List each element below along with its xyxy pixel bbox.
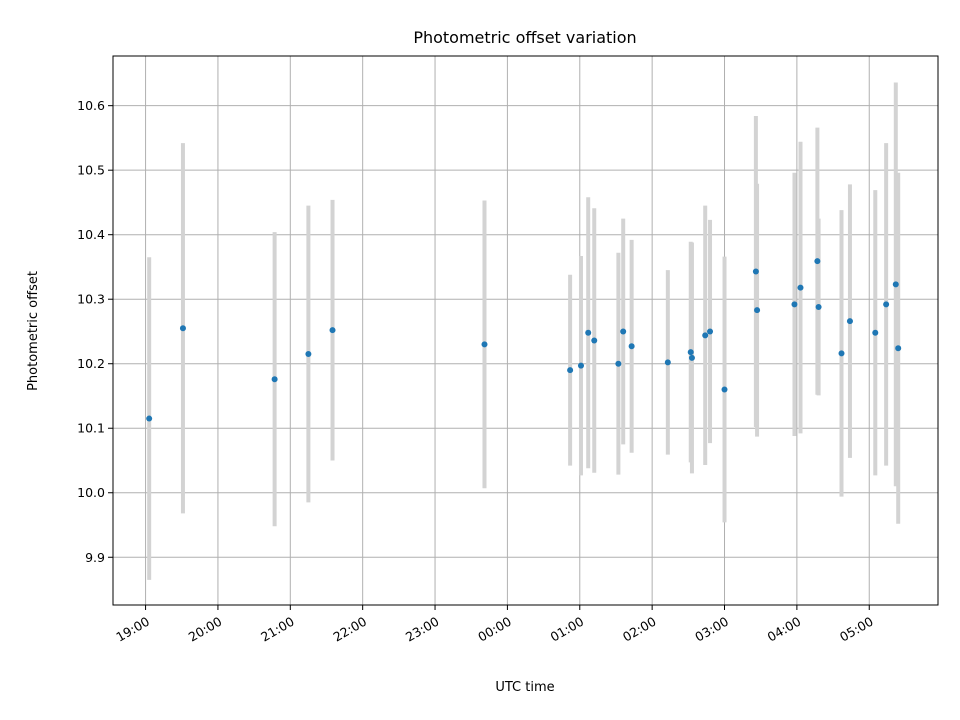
x-tick-label: 05:00 [837, 614, 876, 645]
data-point [329, 327, 336, 334]
x-tick-label: 00:00 [475, 614, 514, 645]
y-tick-label: 10.2 [77, 356, 105, 371]
errorbar-series [147, 82, 901, 580]
x-tick-label: 01:00 [548, 614, 587, 645]
data-point [797, 284, 804, 291]
data-point [707, 328, 714, 335]
data-point-series [146, 258, 902, 422]
y-tick-label: 10.0 [77, 485, 105, 500]
x-tick-label: 22:00 [330, 614, 369, 645]
x-tick-label: 23:00 [403, 614, 442, 645]
data-point [305, 351, 312, 358]
data-point [567, 367, 574, 374]
x-tick-label: 20:00 [186, 614, 225, 645]
x-axis-label: UTC time [495, 680, 554, 695]
data-point [883, 301, 890, 308]
data-point [620, 328, 627, 335]
data-point [895, 345, 902, 352]
data-point [628, 343, 635, 350]
data-point [146, 415, 153, 422]
y-tick-label: 10.5 [77, 163, 105, 178]
data-point [271, 376, 278, 383]
data-point [179, 325, 186, 332]
grid-lines [113, 56, 938, 605]
data-point [664, 359, 671, 366]
data-point [591, 337, 598, 344]
y-tick-label: 10.6 [77, 98, 105, 113]
data-point [815, 303, 822, 310]
data-point [846, 318, 853, 325]
data-point [791, 301, 798, 308]
x-tick-label: 21:00 [258, 614, 297, 645]
data-point [615, 360, 622, 367]
data-point [814, 258, 821, 265]
y-axis-label: Photometric offset [26, 271, 41, 391]
y-tick-label: 10.1 [77, 421, 105, 436]
x-tick-label: 03:00 [692, 614, 731, 645]
data-point [754, 307, 761, 314]
data-point [838, 350, 845, 357]
data-point [721, 386, 728, 393]
data-point [892, 281, 899, 288]
x-tick-label: 02:00 [620, 614, 659, 645]
y-tick-label: 9.9 [85, 550, 105, 565]
y-tick-label: 10.3 [77, 292, 105, 307]
x-tick-label: 04:00 [765, 614, 804, 645]
x-axis-ticks: 19:00 20:00 21:00 22:00 23:00 00:00 01:00 02:00… [113, 605, 876, 645]
y-axis-ticks: 9.9 10.0 10.1 10.2 10.3 10.4 10.5 10.6 [77, 98, 113, 565]
plot-frame [112, 55, 939, 606]
y-tick-label: 10.4 [77, 227, 105, 242]
data-point [577, 362, 584, 369]
data-point [688, 354, 695, 361]
data-point [752, 268, 759, 275]
chart-title: Photometric offset variation [413, 28, 636, 47]
data-point [481, 341, 488, 348]
x-tick-label: 19:00 [113, 614, 152, 645]
data-point [585, 329, 592, 336]
data-point [872, 329, 879, 336]
data-point [687, 349, 694, 356]
data-point [702, 332, 709, 339]
